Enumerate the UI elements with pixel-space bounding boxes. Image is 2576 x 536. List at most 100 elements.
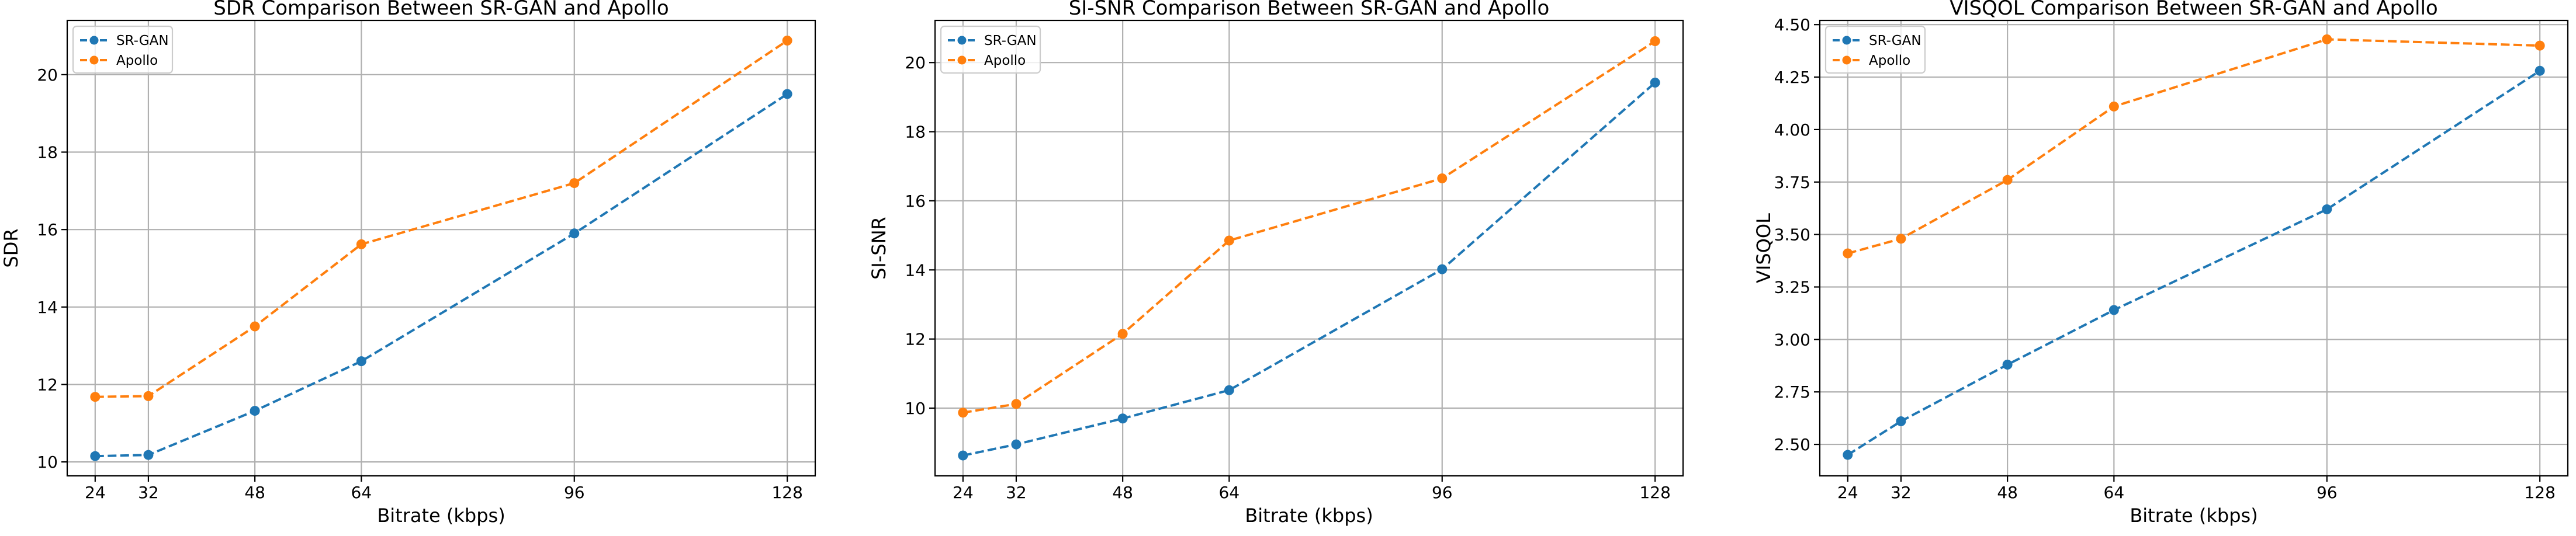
data-point [1117, 329, 1128, 339]
series-line-apollo [1847, 38, 2540, 255]
data-point [90, 392, 101, 402]
legend: SR-GAN Apollo [940, 25, 1041, 74]
series-line-sr-gan [962, 81, 1656, 457]
data-point [2535, 65, 2545, 76]
data-point [1650, 36, 1660, 47]
y-tick-label: 20 [37, 65, 58, 85]
legend-entry: Apollo [984, 53, 1026, 68]
x-tick-label: 96 [2317, 483, 2338, 502]
data-point [1224, 235, 1234, 246]
x-tick-label: 96 [1432, 483, 1453, 502]
x-tick-label: 32 [1006, 483, 1027, 502]
x-tick-label: 48 [1112, 483, 1133, 502]
data-point [2322, 34, 2332, 44]
y-axis-label: VISQOL [1753, 213, 1775, 283]
chart-title: SI-SNR Comparison Between SR-GAN and Apo… [1069, 0, 1550, 20]
y-tick-label: 3.25 [1774, 277, 1810, 297]
x-axis-label: Bitrate (kbps) [2130, 504, 2258, 527]
legend-marker [1842, 36, 1851, 45]
plot-frame [1819, 19, 2569, 477]
data-point [143, 391, 154, 401]
legend-entry: SR-GAN [1869, 33, 1921, 48]
x-tick-label: 64 [351, 483, 372, 502]
x-tick-label: 32 [138, 483, 159, 502]
chart-panel-1: 24 32 48 64 96 128 10 12 14 16 18 20 SDR Comparison … [0, 0, 816, 527]
y-tick-label: 18 [905, 123, 926, 142]
legend-marker [89, 36, 99, 45]
x-tick-label: 48 [1997, 483, 2018, 502]
data-point [782, 35, 792, 46]
legend: SR-GAN Apollo [1824, 25, 1926, 74]
y-tick-label: 4.50 [1774, 15, 1810, 34]
series-line-apollo [962, 40, 1656, 414]
y-tick-label: 20 [905, 53, 926, 72]
y-tick-label: 3.50 [1774, 225, 1810, 245]
x-tick-label: 96 [564, 483, 585, 502]
data-point [143, 450, 154, 460]
data-point [1437, 264, 1448, 274]
data-point [1650, 78, 1660, 88]
data-point [958, 408, 968, 418]
y-tick-label: 10 [37, 453, 58, 472]
data-point [1896, 416, 1906, 427]
data-point [782, 89, 792, 99]
data-point [569, 228, 580, 239]
legend-entry: SR-GAN [984, 33, 1037, 48]
legend-entry: Apollo [116, 53, 158, 68]
data-point [1011, 439, 1022, 450]
x-axis-label: Bitrate (kbps) [1245, 504, 1373, 527]
y-tick-label: 3.75 [1774, 173, 1810, 192]
x-axis-label: Bitrate (kbps) [377, 504, 505, 527]
y-tick-label: 4.25 [1774, 68, 1810, 87]
chart-title: VISQOL Comparison Between SR-GAN and Apo… [1950, 0, 2437, 20]
data-point [2002, 175, 2013, 185]
legend-marker [957, 55, 967, 65]
x-tick-label: 64 [1219, 483, 1240, 502]
y-axis-label: SI-SNR [868, 217, 890, 280]
data-point [356, 356, 366, 367]
chart-title: SDR Comparison Between SR-GAN and Apollo [213, 0, 669, 20]
chart-panel-2: 24 32 48 64 96 128 10 12 14 16 18 20 SI-SNR Comparis… [868, 0, 1684, 527]
data-point [250, 406, 260, 416]
y-tick-label: 2.50 [1774, 435, 1810, 454]
y-tick-label: 12 [905, 330, 926, 349]
legend-marker [957, 36, 967, 45]
data-point [958, 450, 968, 461]
data-point [2535, 40, 2545, 51]
x-tick-label: 24 [1837, 483, 1858, 502]
y-axis-label: SDR [0, 228, 22, 267]
data-point [1011, 399, 1022, 409]
x-tick-label: 24 [953, 483, 974, 502]
data-point [1224, 385, 1234, 395]
legend-entry: SR-GAN [116, 33, 169, 48]
chart-panel-3: 24 32 48 64 96 128 2.50 2.75 3.00 3.25 3.50 3.75 4.0… [1753, 0, 2569, 527]
x-tick-label: 128 [771, 483, 802, 502]
y-tick-label: 4.00 [1774, 120, 1810, 140]
x-tick-label: 48 [244, 483, 265, 502]
y-tick-label: 14 [37, 298, 58, 317]
y-tick-label: 12 [37, 375, 58, 394]
y-tick-label: 2.75 [1774, 382, 1810, 402]
y-tick-label: 14 [905, 260, 926, 280]
data-point [2108, 305, 2119, 315]
y-tick-label: 16 [37, 220, 58, 239]
series-line-sr-gan [95, 93, 788, 458]
x-tick-label: 64 [2104, 483, 2125, 502]
x-tick-label: 128 [2524, 483, 2555, 502]
data-point [90, 451, 101, 461]
data-point [2002, 359, 2013, 370]
data-point [2322, 204, 2332, 215]
y-tick-label: 16 [905, 192, 926, 211]
plot-frame [934, 19, 1684, 477]
series-line-sr-gan [1847, 69, 2541, 456]
data-point [2108, 101, 2119, 112]
y-tick-label: 3.00 [1774, 330, 1810, 349]
legend-marker [1842, 55, 1851, 65]
x-tick-label: 24 [85, 483, 106, 502]
x-tick-label: 32 [1891, 483, 1912, 502]
data-point [356, 239, 366, 249]
legend-entry: Apollo [1869, 53, 1910, 68]
data-point [1117, 413, 1128, 424]
legend: SR-GAN Apollo [72, 25, 174, 74]
